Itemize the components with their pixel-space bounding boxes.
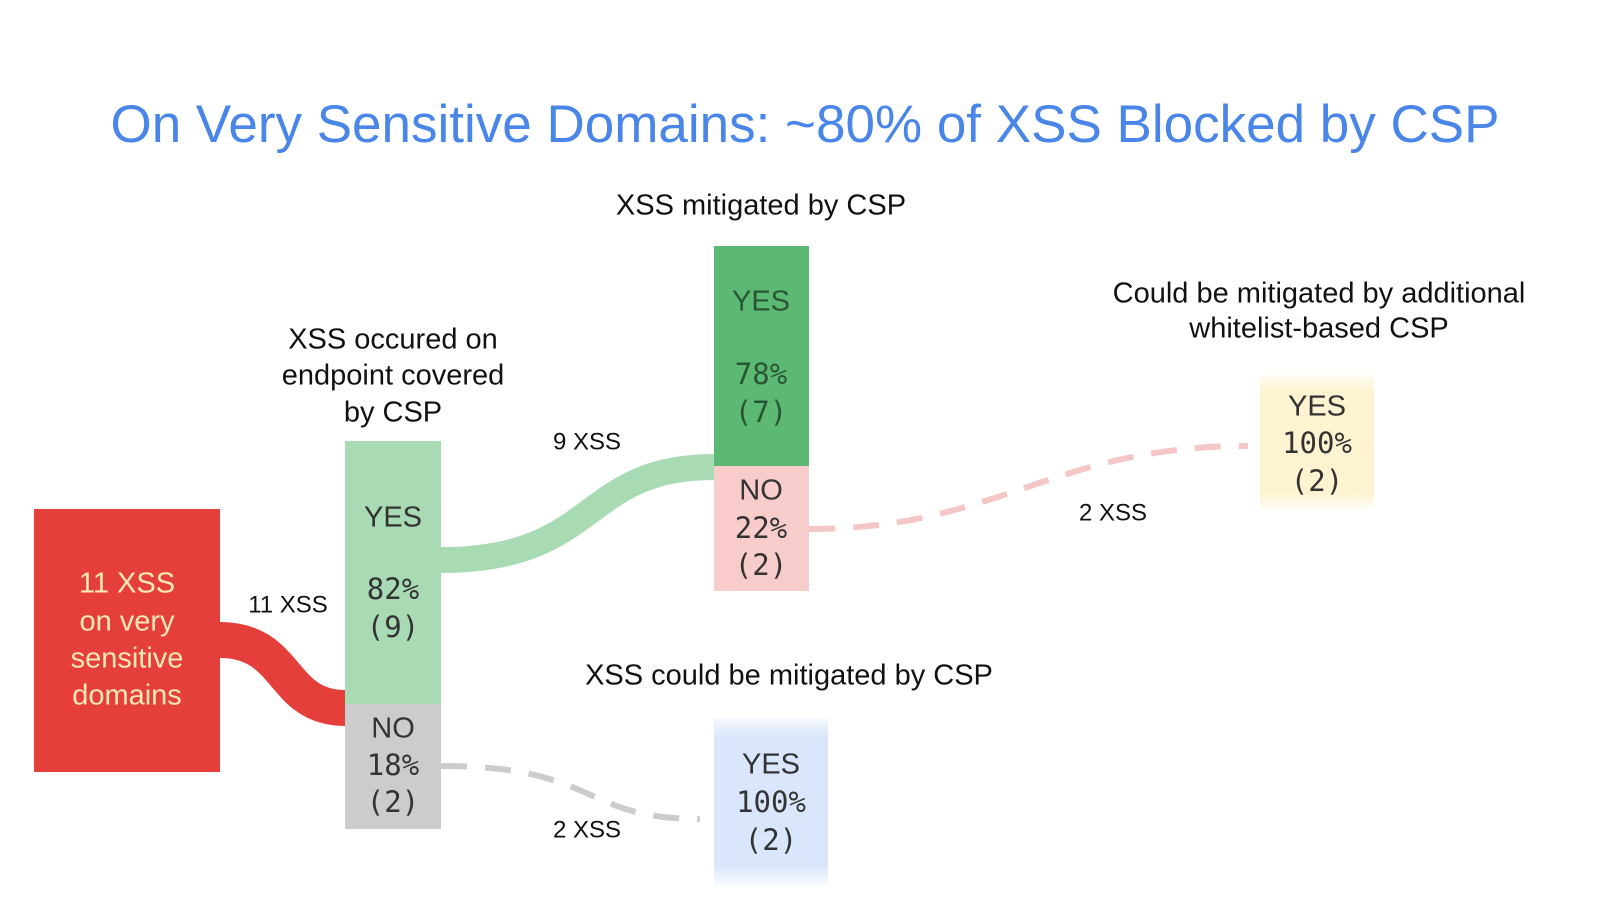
node-label: YES	[364, 502, 422, 534]
node-label: YES	[732, 286, 790, 318]
stage-label: by CSP	[344, 397, 442, 429]
stage-label: whitelist-based CSP	[1188, 313, 1449, 345]
node-label: 78%	[735, 357, 787, 391]
source-box	[34, 509, 220, 772]
flow-dashed	[440, 763, 701, 822]
node-label: YES	[1288, 391, 1346, 423]
yes-box	[1260, 375, 1374, 509]
no-box	[714, 466, 809, 591]
node-label: 22%	[735, 511, 787, 545]
node-label: on very	[79, 606, 175, 638]
node-label: (2)	[735, 548, 787, 582]
node-label: YES	[742, 749, 800, 781]
stage-label: Could be mitigated by additional	[1113, 278, 1526, 310]
node-label: 11 XSS	[79, 568, 175, 600]
node-label: (2)	[1291, 464, 1343, 498]
node-label: 100%	[1282, 426, 1352, 460]
stage-label: XSS occured on	[288, 324, 498, 356]
flow-band	[440, 454, 715, 573]
flow-label: 2 XSS	[1079, 499, 1147, 526]
node-label: (9)	[367, 610, 419, 644]
flow-band	[218, 622, 347, 726]
stage-label: endpoint covered	[282, 360, 505, 392]
node-label: 100%	[736, 785, 806, 819]
stage-label: XSS mitigated by CSP	[616, 190, 906, 222]
node-label: (2)	[367, 785, 419, 819]
stage-label: XSS could be mitigated by CSP	[585, 660, 993, 692]
flow-label: 9 XSS	[553, 428, 621, 455]
node-label: 82%	[367, 572, 419, 606]
yes-box	[345, 441, 441, 704]
node-label: NO	[371, 713, 415, 745]
node-label: domains	[72, 680, 182, 712]
yes-box	[714, 718, 828, 885]
flow-dashed	[808, 443, 1249, 532]
no-box	[345, 704, 441, 829]
flow-label: 2 XSS	[553, 816, 621, 843]
node-label: (7)	[735, 395, 787, 429]
yes-box	[714, 246, 809, 466]
node-label: NO	[739, 475, 783, 507]
node-label: (2)	[745, 823, 797, 857]
node-label: sensitive	[71, 643, 184, 675]
node-label: 18%	[367, 748, 419, 782]
flow-label: 11 XSS	[248, 591, 328, 618]
slide-title: On Very Sensitive Domains: ~80% of XSS B…	[111, 95, 1500, 154]
